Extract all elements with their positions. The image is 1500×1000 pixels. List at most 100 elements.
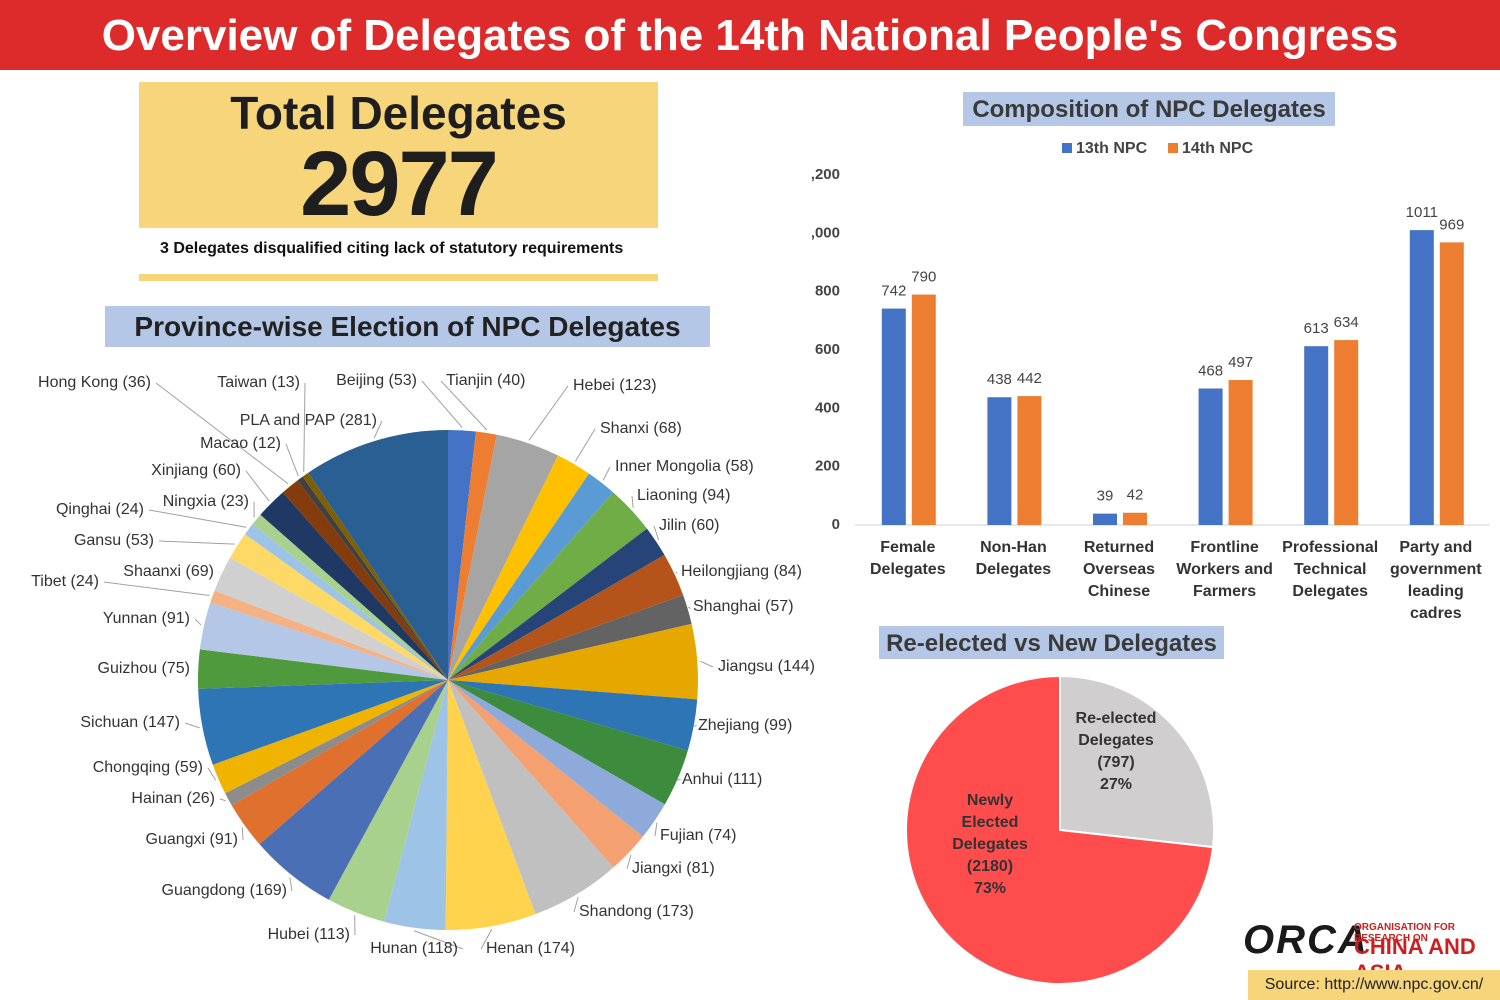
leader-line	[654, 822, 658, 837]
slice-label-value: (91)	[210, 831, 238, 848]
slice-label-name: Gansu	[74, 532, 121, 549]
source-note: Source: http://www.npc.gov.cn/	[1248, 970, 1500, 1000]
slice-label-value: (173)	[656, 903, 693, 920]
slice-label-value: (13)	[272, 374, 300, 391]
pie-slice	[259, 680, 448, 900]
pie-slice	[448, 430, 476, 680]
data-label: 790	[911, 269, 936, 286]
leader-line	[602, 466, 611, 481]
slice-label-value: (144)	[778, 658, 815, 675]
slice-label: Ningxia (23)	[163, 493, 249, 510]
divider	[139, 274, 658, 281]
slice-label: Inner Mongolia (58)	[615, 458, 754, 475]
slice-label-name: Qinghai	[56, 501, 111, 518]
pie-slice	[210, 590, 448, 680]
slice-label-value: (81)	[686, 860, 714, 877]
pie-slice	[198, 680, 448, 765]
bar	[1334, 340, 1359, 525]
slice-label: Re-elected Delegates (797) 27%	[1074, 708, 1158, 796]
y-tick-label: 800	[815, 283, 840, 300]
slice-label-value: (91)	[162, 610, 190, 627]
slice-label-value: (12)	[253, 435, 281, 452]
pie-slice	[229, 534, 448, 680]
slice-label-name: Hong Kong	[38, 374, 118, 391]
bar	[1228, 380, 1253, 525]
slice-label-name: Hunan	[370, 940, 417, 957]
slice-label-name: Jiangxi	[632, 860, 682, 877]
pie-slice	[1059, 674, 1215, 849]
leader-line	[653, 525, 660, 540]
slice-label-name: Fujian	[660, 827, 704, 844]
pie-slice	[448, 554, 684, 680]
leader-line	[245, 470, 270, 502]
slice-label: Heilongjiang (84)	[681, 563, 802, 580]
x-tick-label: Female Delegates	[870, 539, 946, 578]
leader-line	[675, 571, 678, 574]
y-tick-label: 200	[815, 458, 840, 475]
pie-slice	[260, 492, 448, 680]
slice-label-value: (113)	[314, 926, 350, 943]
data-label: 497	[1228, 354, 1253, 371]
slice-label-name: Shanxi	[600, 420, 649, 437]
slice-label-value: (24)	[116, 501, 144, 518]
slice-label-value: (75)	[162, 660, 190, 677]
slice-label-value: (24)	[71, 573, 99, 590]
leader-line	[219, 798, 226, 802]
leader-line	[421, 380, 463, 428]
bar	[1198, 388, 1223, 525]
slice-label: Yunnan (91)	[103, 610, 190, 627]
leader-line	[676, 778, 681, 781]
slice-label-name: Jiangsu	[718, 658, 773, 675]
slice-label-value: (26)	[187, 790, 215, 807]
pie-slice	[308, 430, 448, 680]
total-box: Total Delegates 2977	[139, 82, 658, 235]
leader-line	[184, 722, 200, 729]
slice-label-name: Inner Mongolia	[615, 458, 721, 475]
pie-slice	[297, 476, 448, 680]
pie-slice	[384, 680, 448, 930]
pie-slice	[214, 557, 448, 680]
leader-line	[626, 854, 632, 870]
slice-label-value: (23)	[221, 493, 249, 510]
slice-label-name: Macao	[200, 435, 248, 452]
data-label: 39	[1097, 488, 1114, 505]
pie-slice	[448, 434, 559, 680]
slice-label: Hainan (26)	[131, 790, 215, 807]
slice-label-name: Sichuan	[80, 714, 138, 731]
slice-label: Shandong (173)	[579, 903, 694, 920]
x-tick-label: Professional Technical Delegates	[1282, 539, 1379, 600]
leader-line	[103, 581, 210, 597]
leader-line	[155, 382, 289, 485]
slice-label: Guangdong (169)	[162, 882, 287, 899]
slice-label: Jiangxi (81)	[632, 860, 715, 877]
bar	[1439, 242, 1464, 525]
bar	[1409, 230, 1434, 525]
leader-line	[148, 509, 247, 528]
slice-label: Qinghai (24)	[56, 501, 144, 518]
chart-title: Composition of NPC Delegates	[963, 92, 1335, 126]
logo-text: ORGANISATION FOR RESEARCH ON	[1354, 922, 1455, 944]
leader-line	[158, 540, 235, 545]
slice-label: Hebei (123)	[573, 377, 657, 394]
slice-label: Macao (12)	[200, 435, 281, 452]
slice-label-value: (281)	[340, 412, 377, 429]
leader-line	[373, 420, 383, 439]
slice-label-value: (111)	[727, 771, 762, 788]
leader-line	[289, 877, 293, 892]
slice-label-value: (147)	[143, 714, 180, 731]
slice-label-value: (68)	[653, 420, 681, 437]
pie-slice	[212, 680, 448, 794]
slice-label-value: (2180)	[966, 858, 1014, 875]
pie-slice	[448, 431, 497, 680]
bar	[881, 308, 906, 525]
slice-label-value: (797)	[1097, 754, 1135, 771]
chart-title: Re-elected vs New Delegates	[879, 626, 1224, 659]
slice-label-name: Xinjiang	[151, 462, 208, 479]
slice-label-value: (174)	[538, 940, 575, 957]
slice-label-name: Ningxia	[163, 493, 216, 510]
bar	[1093, 513, 1117, 525]
pie-slice	[231, 680, 448, 845]
slice-label: Tibet (24)	[31, 573, 99, 590]
slice-label-value: (84)	[774, 563, 802, 580]
slice-label-name: Liaoning	[637, 487, 698, 504]
